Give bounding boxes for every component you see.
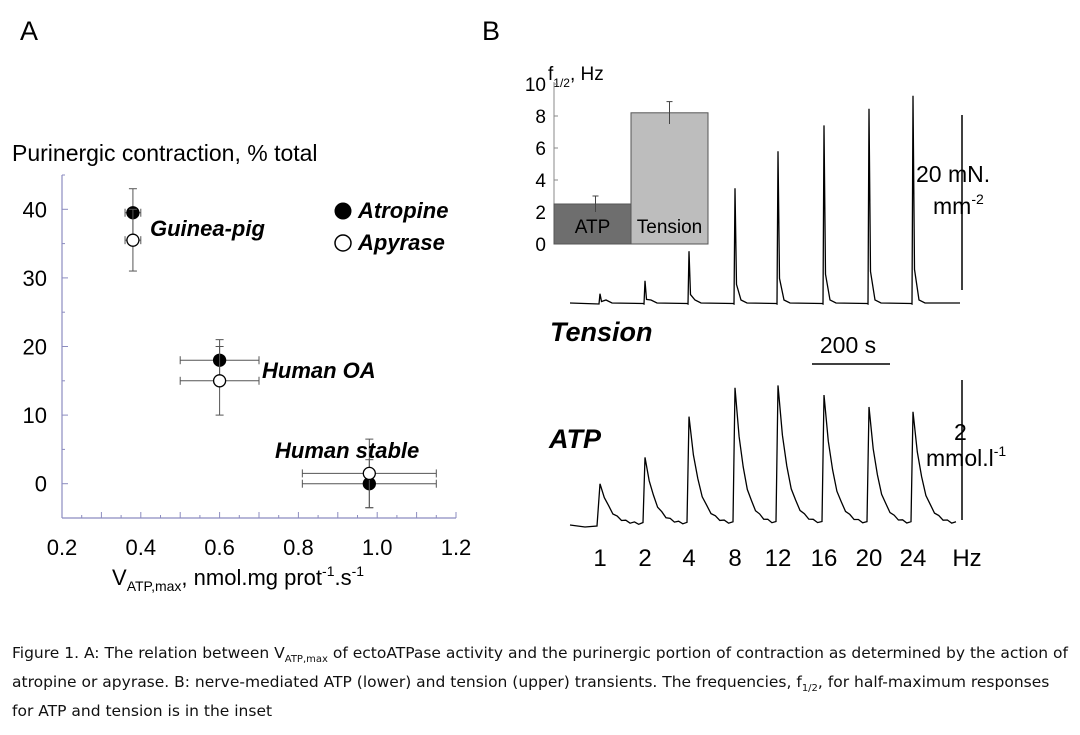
legend-label-atropine: Atropine (357, 198, 448, 223)
frequency-label: 2 (638, 545, 651, 572)
panel-a-x-tick-label: 0.2 (47, 535, 78, 560)
inset-y-tick-label: 8 (535, 107, 546, 128)
frequency-label: 24 (900, 545, 927, 572)
time-scale-label: 200 s (820, 332, 876, 358)
marker-apyrase (362, 466, 376, 481)
panel-a-y-tick-label: 10 (23, 403, 47, 428)
legend-marker-atropine (334, 202, 352, 220)
marker-apyrase (212, 374, 227, 388)
inset-y-tick-label: 10 (525, 75, 546, 96)
data-point-apyrase (301, 438, 437, 509)
panel-a-y-ticks: 0 10 20 30 40 (23, 197, 47, 496)
frequency-label: 4 (682, 545, 695, 572)
data-point-apyrase (179, 346, 260, 416)
atp-scale-label-1: 2 (954, 419, 967, 445)
frequency-labels: 1 2 4 8 12 16 20 24 Hz (593, 545, 981, 572)
inset-bar-tension: Tension (630, 101, 709, 245)
figure-canvas: A B Purinergic contraction, % total 0.2 0… (12, 16, 1007, 594)
atp-trace (569, 385, 957, 528)
panel-label-a: A (20, 16, 38, 46)
atp-scale-label-2: mmol.l-1 (926, 443, 1006, 471)
annotation-guinea-pig: Guinea-pig (150, 216, 265, 241)
frequency-unit-label: Hz (952, 545, 981, 572)
inset-y-tick-label: 4 (535, 171, 546, 192)
inset-bar-chart: f1/2, Hz 0 2 4 6 8 10 ATP Tension (525, 64, 709, 256)
frequency-label: 12 (765, 545, 792, 572)
tension-trace (569, 95, 960, 306)
trace-label-tension: Tension (550, 317, 653, 347)
data-point-apyrase (124, 208, 142, 272)
inset-bars: ATP Tension (553, 101, 709, 245)
panel-a-scatter: Purinergic contraction, % total 0.2 0.4 0.… (12, 140, 471, 594)
frequency-label: 20 (856, 545, 883, 572)
panel-a-x-tick-label: 1.2 (441, 535, 472, 560)
inset-y-tick-label: 2 (535, 203, 546, 224)
panel-a-x-tick-label: 0.6 (204, 535, 235, 560)
panel-a-y-axis-label: Purinergic contraction, % total (12, 140, 318, 166)
inset-y-tick-label: 0 (535, 235, 546, 256)
tension-scale-label-1: 20 mN. (916, 161, 990, 187)
inset-bar-atp: ATP (553, 195, 632, 245)
panel-a-y-tick-label: 0 (35, 472, 47, 497)
panel-a-x-tick-label: 0.8 (283, 535, 314, 560)
inset-bar-label: Tension (637, 217, 703, 238)
panel-a-x-ticks: 0.2 0.4 0.6 0.8 1.0 1.2 (47, 535, 472, 560)
inset-y-axis-label: f1/2, Hz (548, 64, 604, 90)
figure-caption: Figure 1. A: The relation between VATP,m… (12, 644, 1068, 721)
panel-a-points (124, 188, 437, 509)
panel-a-x-axis-label: VATP,max, nmol.mg prot-1.s-1 (112, 563, 364, 594)
frequency-label: 1 (593, 545, 606, 572)
panel-a-x-tick-label: 0.4 (126, 535, 157, 560)
marker-apyrase (126, 233, 140, 247)
legend-label-apyrase: Apyrase (357, 230, 445, 255)
panel-a-legend: Atropine Apyrase (334, 198, 448, 255)
annotation-human-oa: Human OA (262, 358, 376, 383)
frequency-label: 16 (811, 545, 838, 572)
panel-a-y-tick-label: 30 (23, 266, 47, 291)
inset-bar-label: ATP (575, 217, 611, 238)
inset-y-tick-label: 6 (535, 139, 546, 160)
panel-a-axes (61, 174, 457, 519)
panel-a-y-tick-label: 20 (23, 335, 47, 360)
inset-bar-rect (630, 112, 709, 245)
panel-a-y-tick-label: 40 (23, 197, 47, 222)
trace-label-atp: ATP (548, 424, 602, 454)
panel-b-traces: Tension ATP 200 s 20 mN. mm-2 2 mmol.l-1… (525, 64, 1007, 572)
frequency-label: 8 (728, 545, 741, 572)
tension-scale-label-2: mm-2 (933, 191, 984, 219)
annotation-human-stable: Human stable (275, 438, 419, 463)
panel-label-b: B (482, 16, 500, 46)
legend-marker-apyrase (334, 234, 352, 252)
panel-a-x-tick-label: 1.0 (362, 535, 393, 560)
inset-axes: 0 2 4 6 8 10 (525, 75, 558, 256)
